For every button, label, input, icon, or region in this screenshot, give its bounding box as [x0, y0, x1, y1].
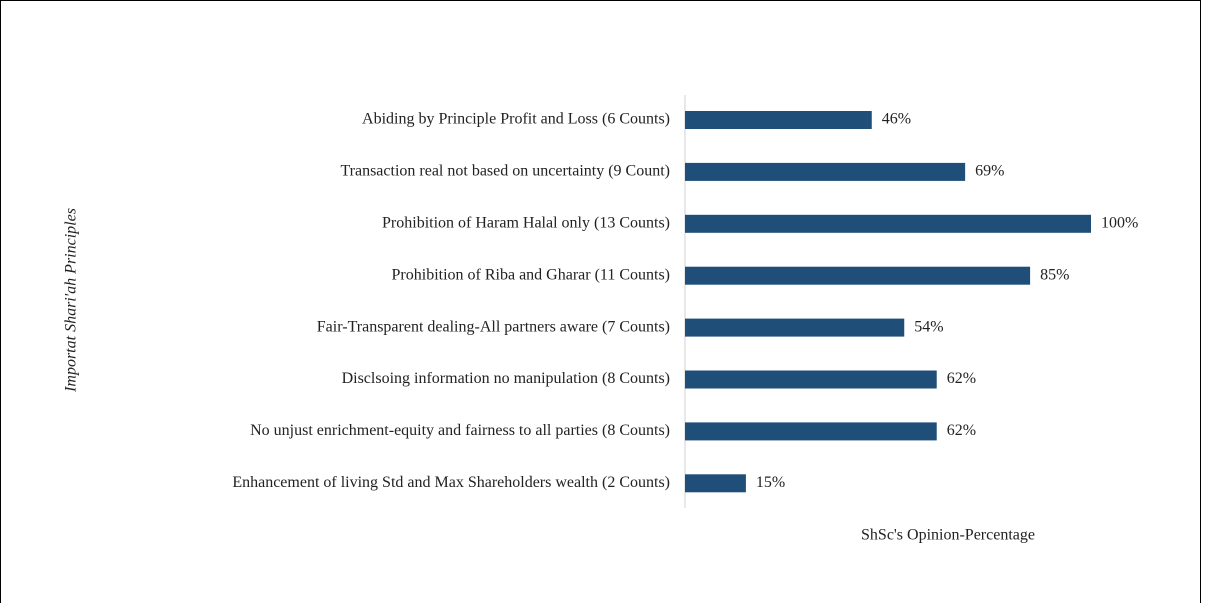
data-label: 15% — [756, 474, 785, 491]
data-label: 54% — [914, 318, 943, 335]
data-label: 62% — [947, 370, 976, 387]
bar — [685, 214, 1091, 233]
y-tick-label: No unjust enrichment-equity and fairness… — [250, 422, 670, 439]
bar — [685, 266, 1031, 285]
data-label: 100% — [1101, 214, 1138, 231]
data-label: 46% — [882, 111, 911, 128]
bar — [685, 111, 872, 129]
bar — [685, 162, 966, 181]
y-axis-label: Importat Shari'ah Principles — [63, 208, 80, 393]
y-tick-label: Transaction real not based on uncertaint… — [340, 163, 670, 180]
y-tick-label: Enhancement of living Std and Max Shareh… — [232, 474, 670, 491]
bar — [685, 474, 746, 493]
y-tick-label: Disclsoing information no manipulation (… — [342, 370, 670, 387]
bar — [685, 422, 937, 441]
data-label: 85% — [1040, 266, 1069, 283]
y-tick-label: Fair-Transparent dealing-All partners aw… — [317, 318, 670, 335]
data-label: 62% — [947, 422, 976, 439]
bar — [685, 318, 905, 337]
y-tick-label: Abiding by Principle Profit and Loss (6 … — [362, 111, 670, 128]
x-axis-label: ShSc's Opinion-Percentage — [861, 527, 1035, 544]
y-tick-label: Prohibition of Riba and Gharar (11 Count… — [392, 266, 670, 283]
bar — [685, 370, 937, 389]
y-tick-label: Prohibition of Haram Halal only (13 Coun… — [382, 214, 670, 231]
data-label: 69% — [975, 163, 1004, 180]
